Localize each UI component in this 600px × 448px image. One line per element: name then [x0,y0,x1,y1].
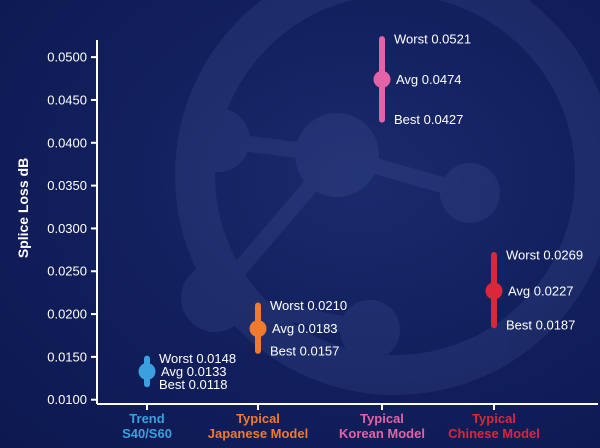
y-tick-label: 0.0400 [47,135,87,150]
x-category-label-line1: Typical [472,411,516,426]
x-category-label-line2: Chinese Model [448,426,540,441]
y-axis-ticks: 0.0100 0.0150 0.0200 0.0250 0.0300 0.0350 0.04… [47,50,97,407]
avg-point [138,362,156,380]
avg-label: Avg 0.0183 [272,321,338,336]
avg-label: Avg 0.0227 [508,283,574,298]
x-category-label-line2: S40/S60 [122,426,172,441]
avg-point [249,320,267,338]
worst-label: Worst 0.0210 [270,298,347,313]
x-category-label-line1: Typical [236,411,280,426]
best-label: Best 0.0427 [394,112,463,127]
y-tick-label: 0.0250 [47,264,87,279]
x-category-label-line1: Typical [360,411,404,426]
worst-label: Worst 0.0269 [506,247,583,262]
x-category-label-line2: Japanese Model [208,426,308,441]
y-tick-label: 0.0300 [47,221,87,236]
avg-point [373,70,391,88]
y-axis-title: Splice Loss dB [15,158,31,258]
best-label: Best 0.0118 [159,377,227,392]
background-molecule-watermark [175,0,600,395]
y-tick-label: 0.0150 [47,349,87,364]
y-tick-label: 0.0350 [47,178,87,193]
x-category-label-line2: Korean Model [339,426,425,441]
worst-label: Worst 0.0148 [159,351,236,366]
y-tick-label: 0.0500 [47,50,87,65]
best-label: Best 0.0187 [506,318,575,333]
y-tick-label: 0.0450 [47,92,87,107]
x-category-label-line1: Trend [129,411,164,426]
y-tick-label: 0.0100 [47,392,87,407]
y-tick-label: 0.0200 [47,307,87,322]
avg-label: Avg 0.0133 [161,364,227,379]
avg-label: Avg 0.0474 [396,72,462,87]
best-label: Best 0.0157 [270,343,339,358]
worst-label: Worst 0.0521 [394,32,471,47]
avg-point [485,282,503,300]
